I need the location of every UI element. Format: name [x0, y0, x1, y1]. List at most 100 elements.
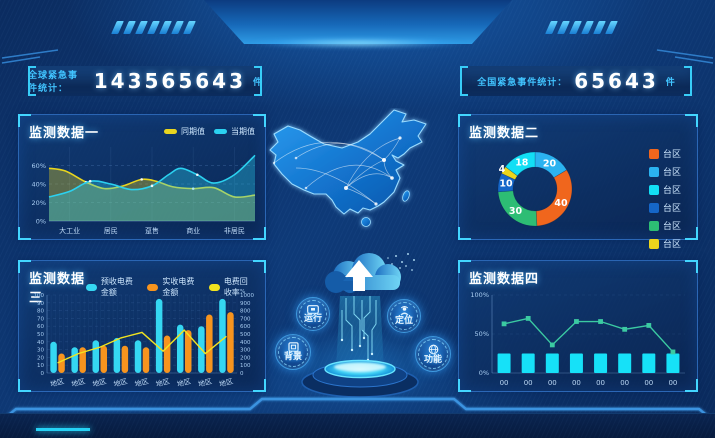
function-button[interactable]: 功能 — [415, 336, 451, 372]
bracket-right — [254, 66, 262, 96]
legend-item[interactable]: 台区 — [648, 183, 681, 196]
legend-swatch — [648, 184, 659, 195]
svg-text:大工业: 大工业 — [59, 226, 80, 235]
china-map — [269, 109, 427, 227]
svg-text:趸售: 趸售 — [145, 226, 159, 235]
legend-label: 台区 — [662, 186, 681, 196]
legend-item[interactable]: 台区 — [648, 147, 681, 160]
svg-text:20%: 20% — [32, 199, 46, 207]
counter-value: 143565643 — [93, 69, 246, 93]
panel-monitor-1: 监测数据一 同期值 当期值 0% 20% 40% 60% 大工业 居民 趸售 商业 非居民 — [18, 114, 266, 240]
panel-title: 监测数据四 — [469, 272, 540, 287]
svg-text:400: 400 — [240, 340, 251, 346]
header-stripes-right — [545, 21, 618, 34]
svg-text:20: 20 — [37, 355, 44, 361]
bracket-left — [460, 66, 468, 96]
svg-text:30: 30 — [509, 206, 523, 217]
counter-unit: 件 — [252, 77, 262, 88]
counter-value: 65643 — [574, 69, 659, 93]
legend-item[interactable]: 当期值 — [214, 126, 255, 137]
panel-title: 监测数据二 — [469, 126, 540, 141]
counter-label: 全国紧急事件统计： — [477, 77, 568, 88]
background-button[interactable]: 背景 — [275, 334, 311, 370]
button-label: 运行 — [303, 313, 322, 324]
svg-text:200: 200 — [240, 355, 251, 361]
legend-item[interactable]: 预收电费金额 — [85, 276, 138, 298]
svg-text:60: 60 — [37, 324, 44, 330]
footer-cyan-dash — [36, 428, 90, 431]
legend-item[interactable]: 实收电费金额 — [147, 276, 199, 298]
legend-label: 台区 — [662, 168, 681, 178]
svg-text:地区: 地区 — [91, 376, 107, 388]
counter-label: 全球紧急事件统计： — [28, 71, 79, 94]
svg-text:00: 00 — [524, 379, 533, 387]
legend-item[interactable]: 台区 — [648, 219, 681, 232]
svg-text:00: 00 — [620, 379, 629, 387]
drizzle-dots — [387, 253, 415, 271]
svg-text:地区: 地区 — [155, 376, 171, 388]
legend-label: 台区 — [662, 150, 681, 160]
svg-text:0%: 0% — [36, 217, 46, 225]
legend-swatch — [648, 148, 659, 159]
header-glow — [252, 38, 464, 48]
footer-line — [0, 397, 715, 423]
line-bar-chart: 0% 50% 100% 00 00 00 00 00 00 00 00 — [470, 291, 685, 387]
svg-text:600: 600 — [240, 324, 251, 330]
svg-text:0: 0 — [41, 371, 45, 377]
legend-swatch — [648, 166, 659, 177]
legend-donut-chart: 台区 台区 台区 台区 台区 台区 — [648, 147, 681, 250]
svg-text:70: 70 — [37, 316, 44, 322]
svg-text:%: % — [240, 289, 245, 295]
legend-item[interactable]: 台区 — [648, 165, 681, 178]
legend-swatch — [147, 283, 159, 291]
legend-bar-chart: 预收电费金额 实收电费金额 电费回收率 — [85, 276, 255, 298]
edge-chevron-left — [1, 49, 59, 64]
svg-text:50: 50 — [37, 332, 44, 338]
svg-text:00: 00 — [548, 379, 557, 387]
run-button[interactable]: 运行 — [296, 297, 330, 331]
svg-text:4: 4 — [499, 164, 506, 175]
svg-text:30: 30 — [37, 348, 44, 354]
svg-text:地区: 地区 — [113, 376, 129, 388]
svg-text:10: 10 — [37, 363, 44, 369]
locate-button[interactable]: 定位 — [387, 299, 421, 333]
legend-item[interactable]: 电费回收率 — [208, 276, 255, 298]
document-icon — [287, 342, 299, 352]
legend-swatch — [208, 283, 220, 291]
svg-text:商业: 商业 — [186, 226, 200, 235]
svg-text:900: 900 — [240, 301, 251, 307]
legend-swatch — [85, 283, 97, 291]
legend-label: 电费回收率 — [223, 277, 248, 297]
legend-item[interactable]: 台区 — [648, 237, 681, 250]
person-signal-icon — [400, 306, 408, 316]
header-trapezoid — [204, 0, 512, 44]
panel-monitor-2: 监测数据二 20 40 30 10 4 18 台区 台区 台区 台区 台区 台区 — [458, 114, 698, 250]
svg-text:700: 700 — [240, 316, 251, 322]
cloud-upload-graphic — [301, 253, 419, 398]
legend-label: 台区 — [662, 240, 681, 250]
bracket-left — [28, 66, 36, 96]
svg-text:500: 500 — [240, 332, 251, 338]
legend-item[interactable]: 同期值 — [164, 126, 205, 137]
legend-swatch — [648, 220, 659, 231]
legend-swatch — [214, 129, 227, 134]
svg-text:50%: 50% — [475, 330, 489, 338]
svg-text:0: 0 — [240, 371, 244, 377]
svg-text:40: 40 — [37, 340, 44, 346]
legend-label: 当期值 — [231, 127, 255, 136]
svg-text:60%: 60% — [32, 162, 46, 170]
monitor-icon — [307, 304, 319, 314]
svg-text:100: 100 — [240, 363, 251, 369]
legend-item[interactable]: 台区 — [648, 201, 681, 214]
svg-text:地区: 地区 — [197, 376, 213, 388]
donut-chart: 20 40 30 10 4 18 — [497, 151, 573, 227]
svg-text:100: 100 — [34, 293, 45, 299]
button-label: 功能 — [423, 354, 442, 365]
bracket-right — [684, 66, 692, 96]
edge-chevron-right — [656, 49, 714, 64]
svg-text:地区: 地区 — [70, 376, 86, 388]
legend-swatch — [648, 202, 659, 213]
bar-line-chart: 0102030405060708090100010020030040050060… — [34, 289, 255, 389]
svg-text:非居民: 非居民 — [224, 226, 245, 235]
